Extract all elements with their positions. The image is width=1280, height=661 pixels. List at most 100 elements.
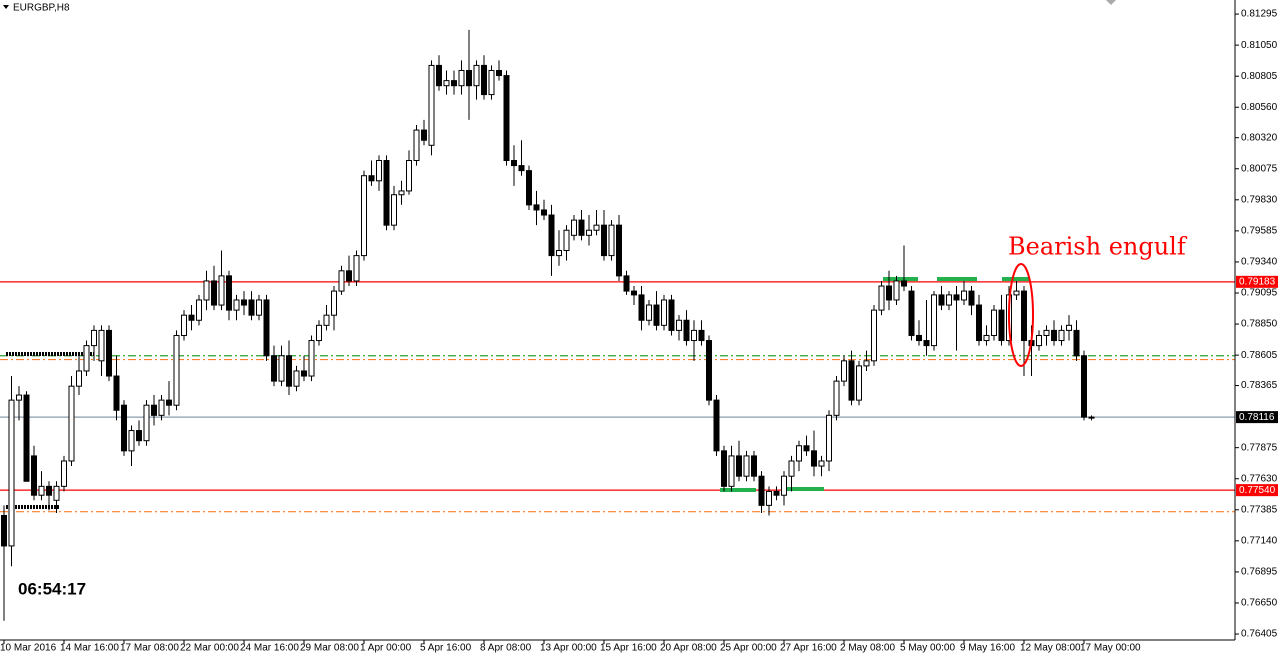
x-tick-label: 8 Apr 08:00 <box>480 643 532 654</box>
candle-body <box>526 170 532 206</box>
candle-body <box>353 255 360 282</box>
price-label-box <box>1236 411 1278 424</box>
candle-body <box>1021 290 1027 342</box>
candle-body <box>346 270 352 282</box>
candle-body <box>728 455 735 487</box>
candle-body <box>818 460 825 467</box>
timer: 06:54:17 <box>18 579 86 598</box>
candle-body <box>1058 329 1065 342</box>
x-tick-label: 5 May 00:00 <box>900 643 955 654</box>
y-tick-label: 0.81295 <box>1241 9 1278 20</box>
candle-body <box>833 380 840 416</box>
candle-body <box>706 340 712 401</box>
candle-body <box>1088 416 1095 419</box>
candle-body <box>143 404 150 442</box>
candle-body <box>23 394 30 482</box>
candle-body <box>916 334 922 342</box>
y-tick-label: 0.80075 <box>1241 163 1278 174</box>
candle-body <box>278 355 285 382</box>
candle-body <box>263 299 270 357</box>
candle-body <box>83 345 90 372</box>
candle-body <box>38 485 45 496</box>
candle-body <box>113 375 120 411</box>
candle-body <box>743 455 750 477</box>
candle-body <box>548 214 555 257</box>
candle-body <box>878 285 885 311</box>
candle-body <box>736 455 742 477</box>
candle-body <box>466 69 472 87</box>
candle-body <box>211 280 217 306</box>
candle-body <box>991 309 997 336</box>
candle-body <box>196 299 202 321</box>
y-tick-label: 0.79095 <box>1241 288 1278 299</box>
candle-body <box>188 314 195 321</box>
candle-body <box>848 360 855 401</box>
y-tick-label: 0.80805 <box>1241 71 1278 82</box>
candle-body <box>481 64 487 96</box>
y-tick-label: 0.80560 <box>1241 102 1278 113</box>
candle-body <box>136 430 142 442</box>
chart-title: EURGBP,H8 <box>13 3 70 14</box>
candle-body <box>473 64 480 87</box>
candle-body <box>563 229 570 252</box>
candle-body <box>233 299 240 311</box>
shift-marker <box>1106 0 1116 5</box>
candle-body <box>676 319 682 331</box>
candle-body <box>953 294 960 301</box>
y-tick-label: 0.77385 <box>1241 504 1278 515</box>
candles <box>1 29 1095 621</box>
candle-body <box>976 304 982 342</box>
y-tick-label: 0.77875 <box>1241 442 1278 453</box>
candle-body <box>173 334 180 406</box>
candle-body <box>61 460 67 487</box>
candle-body <box>983 334 990 342</box>
candle-body <box>751 455 757 477</box>
candle-body <box>458 69 465 87</box>
candle-body <box>616 224 622 277</box>
candle-body <box>361 175 367 257</box>
candle-body <box>571 219 577 236</box>
y-tick-label: 0.76650 <box>1241 598 1278 609</box>
candle-body <box>713 399 720 452</box>
candle-body <box>961 290 967 301</box>
candle-body <box>31 455 37 496</box>
y-tick-label: 0.76895 <box>1241 567 1278 578</box>
candle-body <box>863 360 870 367</box>
candle-body <box>488 69 495 96</box>
candle-body <box>158 399 165 416</box>
candle-body <box>76 370 82 387</box>
candle-body <box>668 299 675 331</box>
candle-body <box>698 329 705 342</box>
candle-body <box>16 394 22 401</box>
candle-body <box>901 280 907 287</box>
price-label: 0.77540 <box>1239 485 1276 496</box>
y-tick-label: 0.76405 <box>1241 629 1278 640</box>
candle-body <box>1043 329 1050 336</box>
x-tick-label: 2 May 08:00 <box>840 643 895 654</box>
y-tick-label: 0.78605 <box>1241 350 1278 361</box>
candle-body <box>421 129 427 141</box>
candle-body <box>248 299 255 316</box>
candle-body <box>308 340 315 377</box>
candle-body <box>938 294 945 306</box>
candle-body <box>721 450 727 487</box>
candle-body <box>788 460 795 477</box>
candle-body <box>758 475 765 506</box>
x-tick-label: 22 Mar 00:00 <box>180 643 239 654</box>
y-tick-label: 0.80320 <box>1241 132 1278 143</box>
y-tick-label: 0.79830 <box>1241 194 1278 205</box>
x-tick-label: 20 Apr 08:00 <box>660 643 717 654</box>
candle-body <box>518 165 525 172</box>
candle-body <box>398 190 405 196</box>
x-tick-label: 1 Apr 00:00 <box>360 643 412 654</box>
candle-body <box>968 290 975 306</box>
candle-body <box>1036 334 1042 347</box>
y-tick-label: 0.77630 <box>1241 473 1278 484</box>
candle-body <box>811 450 817 467</box>
x-tick-label: 10 Mar 2016 <box>0 643 57 654</box>
menu-arrow[interactable] <box>3 5 9 9</box>
candle-body <box>338 270 345 292</box>
candle-body <box>541 209 547 216</box>
candle-body <box>781 475 787 496</box>
candle-body <box>226 275 232 311</box>
